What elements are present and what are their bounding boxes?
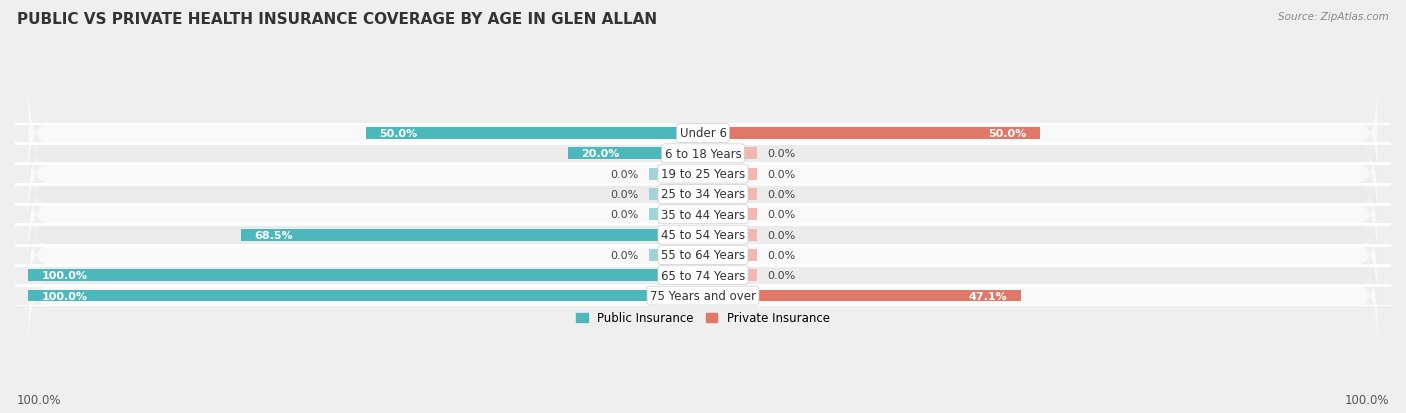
FancyBboxPatch shape	[28, 245, 1378, 347]
Text: Under 6: Under 6	[679, 127, 727, 140]
Bar	[650, 209, 703, 221]
Text: 50.0%: 50.0%	[380, 129, 418, 139]
FancyBboxPatch shape	[28, 123, 1378, 225]
Text: 0.0%: 0.0%	[768, 210, 796, 220]
Bar	[366, 128, 703, 140]
Bar	[28, 270, 703, 282]
Text: 0.0%: 0.0%	[768, 250, 796, 260]
Text: 65 to 74 Years: 65 to 74 Years	[661, 269, 745, 282]
Bar	[568, 148, 703, 160]
Bar	[703, 290, 1021, 302]
Bar	[240, 229, 703, 241]
Bar	[703, 209, 756, 221]
Text: 100.0%: 100.0%	[42, 271, 89, 280]
Text: 75 Years and over: 75 Years and over	[650, 290, 756, 302]
Text: 68.5%: 68.5%	[254, 230, 292, 240]
Bar	[703, 148, 756, 160]
Text: 47.1%: 47.1%	[969, 291, 1007, 301]
Legend: Public Insurance, Private Insurance: Public Insurance, Private Insurance	[571, 307, 835, 329]
FancyBboxPatch shape	[28, 164, 1378, 266]
Text: 0.0%: 0.0%	[768, 149, 796, 159]
Text: 0.0%: 0.0%	[610, 190, 638, 199]
FancyBboxPatch shape	[28, 83, 1378, 185]
Bar	[703, 249, 756, 261]
Bar	[703, 270, 756, 282]
Bar	[650, 169, 703, 180]
Text: Source: ZipAtlas.com: Source: ZipAtlas.com	[1278, 12, 1389, 22]
Text: 25 to 34 Years: 25 to 34 Years	[661, 188, 745, 201]
Bar	[703, 169, 756, 180]
Text: 45 to 54 Years: 45 to 54 Years	[661, 228, 745, 242]
Text: 55 to 64 Years: 55 to 64 Years	[661, 249, 745, 262]
Bar	[28, 290, 703, 302]
Text: 35 to 44 Years: 35 to 44 Years	[661, 208, 745, 221]
Text: 100.0%: 100.0%	[17, 393, 62, 406]
Text: 50.0%: 50.0%	[988, 129, 1026, 139]
Bar	[703, 128, 1040, 140]
FancyBboxPatch shape	[28, 204, 1378, 306]
Text: 20.0%: 20.0%	[582, 149, 620, 159]
Text: 6 to 18 Years: 6 to 18 Years	[665, 147, 741, 160]
FancyBboxPatch shape	[28, 143, 1378, 246]
Text: 0.0%: 0.0%	[768, 169, 796, 179]
Text: 19 to 25 Years: 19 to 25 Years	[661, 168, 745, 181]
Bar	[703, 229, 756, 241]
Text: 0.0%: 0.0%	[610, 210, 638, 220]
Text: 0.0%: 0.0%	[768, 230, 796, 240]
Text: 100.0%: 100.0%	[42, 291, 89, 301]
FancyBboxPatch shape	[28, 184, 1378, 286]
FancyBboxPatch shape	[28, 225, 1378, 327]
Text: 100.0%: 100.0%	[1344, 393, 1389, 406]
Bar	[650, 249, 703, 261]
Text: 0.0%: 0.0%	[610, 169, 638, 179]
FancyBboxPatch shape	[28, 103, 1378, 205]
Text: PUBLIC VS PRIVATE HEALTH INSURANCE COVERAGE BY AGE IN GLEN ALLAN: PUBLIC VS PRIVATE HEALTH INSURANCE COVER…	[17, 12, 657, 27]
Text: 0.0%: 0.0%	[610, 250, 638, 260]
Text: 0.0%: 0.0%	[768, 271, 796, 280]
Text: 0.0%: 0.0%	[768, 190, 796, 199]
Bar	[650, 189, 703, 200]
Bar	[703, 189, 756, 200]
